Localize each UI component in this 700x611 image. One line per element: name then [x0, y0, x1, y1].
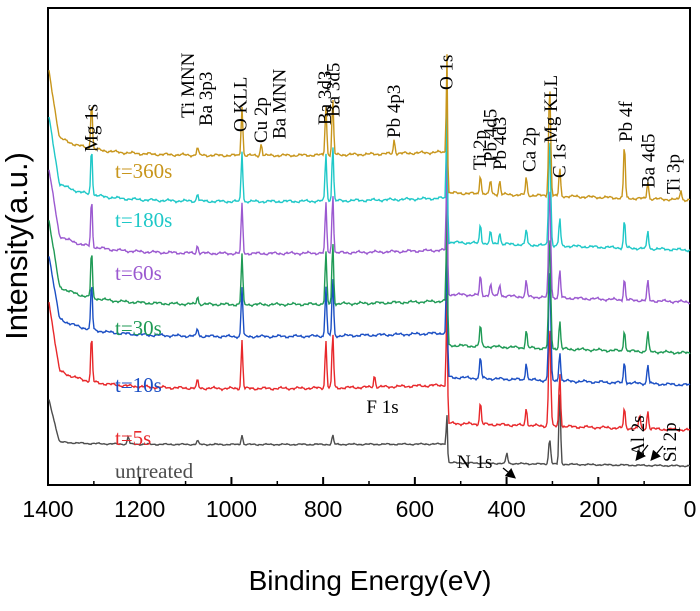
- series-layer: [48, 54, 691, 468]
- x-tick-label: 0: [684, 496, 697, 522]
- peak-label: Ba MNN: [270, 69, 291, 139]
- peak-label: Ti 3p: [663, 154, 684, 194]
- series-label-2: t=10s: [115, 373, 162, 397]
- series-line-2: [48, 236, 691, 387]
- peak-label: O KLL: [231, 77, 252, 132]
- series-line-4: [48, 148, 691, 305]
- peak-label: Ti MNN: [178, 52, 199, 118]
- peak-label: Mg KLL: [541, 75, 562, 143]
- x-tick-label: 1400: [22, 496, 73, 522]
- peak-label: Pb 4d3: [490, 117, 511, 170]
- x-tick-label: 800: [304, 496, 342, 522]
- peak-label: F 1s: [366, 397, 398, 418]
- series-label-4: t=60s: [115, 261, 162, 285]
- x-tick-label: 1200: [114, 496, 165, 522]
- peak-label: C 1s: [549, 144, 570, 178]
- al2s-arrow: [635, 444, 649, 462]
- peak-label: Pb 4d5: [481, 109, 502, 162]
- x-tick-label: 400: [487, 496, 525, 522]
- series-label-5: t=180s: [115, 208, 172, 232]
- series-line-5: [48, 103, 691, 253]
- peak-label: Ba 4d5: [639, 134, 660, 188]
- series-label-1: t=5s: [115, 426, 151, 450]
- series-line-6: [48, 54, 691, 203]
- x-tick-label: 600: [396, 496, 434, 522]
- series-line-0: [48, 394, 691, 468]
- peak-label: Ca 2p: [520, 127, 541, 172]
- series-line-1: [48, 293, 691, 432]
- peak-label: O 1s: [436, 55, 457, 90]
- x-axis-ticks: 1400 1200 1000 800 600 400 200 0: [22, 477, 696, 522]
- peak-label: Ba 3d5: [324, 63, 345, 117]
- series-label-6: t=360s: [115, 159, 172, 183]
- si2p-arrow: [650, 445, 664, 461]
- x-axis-label: Binding Energy(eV): [249, 565, 492, 596]
- series-label-0: untreated: [115, 459, 194, 483]
- arrow-layer: [502, 444, 664, 479]
- peak-label: Al 2s: [628, 415, 649, 456]
- series-line-3: [48, 200, 691, 356]
- n1s-arrow: [502, 467, 517, 479]
- y-axis-label: Intensity(a.u.): [0, 152, 34, 340]
- peak-label: Ba 3d3: [315, 71, 336, 125]
- series-label-3: t=30s: [115, 316, 162, 340]
- peak-label: Ti 2p: [470, 130, 491, 170]
- x-tick-label: 1000: [206, 496, 257, 522]
- peak-label: Si 2p: [660, 422, 681, 462]
- peak-label: Ba 3p3: [196, 72, 217, 126]
- peak-label: N 1s: [457, 452, 492, 473]
- peak-label: Pb 4p3: [384, 85, 405, 138]
- peak-label: Cu 2p: [251, 97, 272, 143]
- series-label-layer: untreated t=5s t=10s t=30s t=60s t=180s t=360s: [115, 159, 194, 483]
- peak-label: Mg 1s: [82, 104, 103, 152]
- peak-label: Pb 4f: [616, 101, 637, 142]
- x-tick-label: 200: [579, 496, 617, 522]
